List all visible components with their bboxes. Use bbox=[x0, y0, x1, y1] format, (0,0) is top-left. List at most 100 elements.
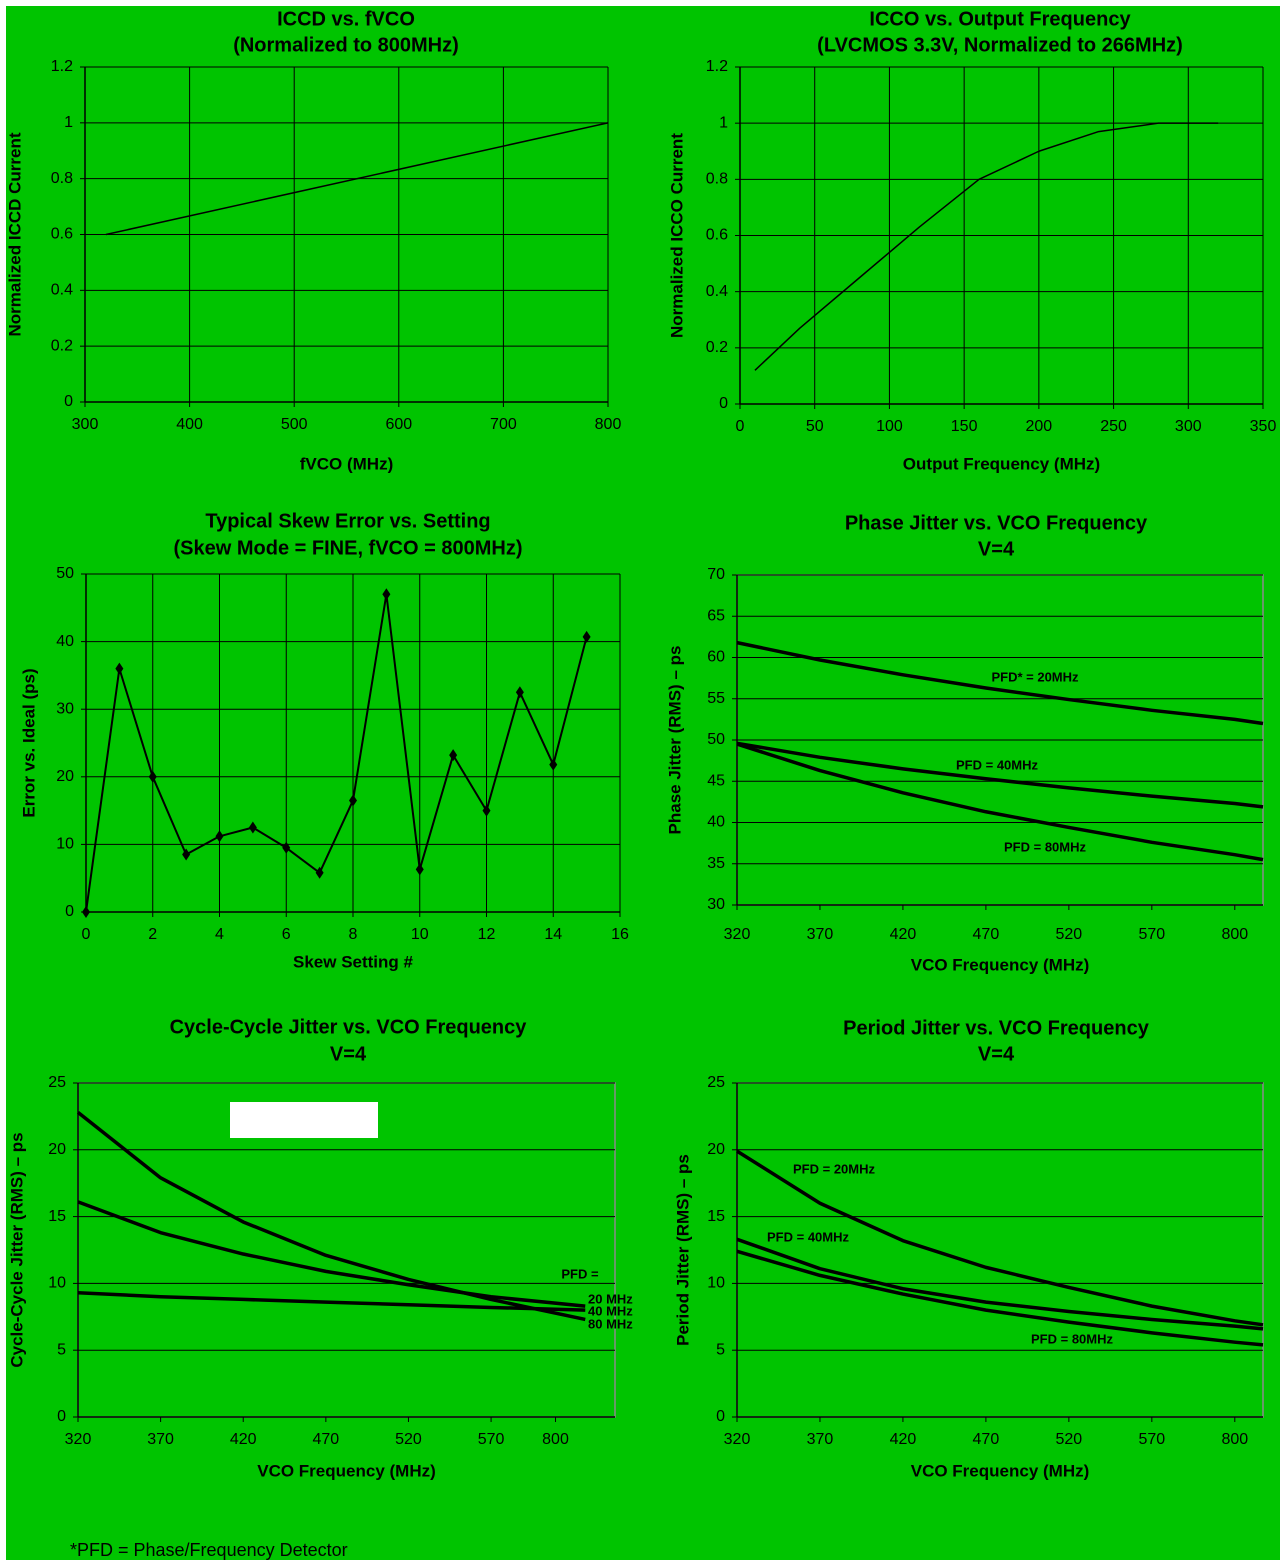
x-tick-label: 320 bbox=[724, 926, 751, 943]
y-tick-label: 15 bbox=[707, 1208, 725, 1225]
x-tick-label: 420 bbox=[890, 926, 917, 943]
marker bbox=[115, 662, 124, 675]
series-line bbox=[77, 1200, 586, 1308]
x-tick-label: 520 bbox=[395, 1431, 422, 1448]
chart-title: (LVCMOS 3.3V, Normalized to 266MHz) bbox=[817, 34, 1183, 56]
x-tick-label: 500 bbox=[281, 416, 308, 433]
y-axis-label: Error vs. Ideal (ps) bbox=[19, 668, 38, 817]
y-tick-label: 45 bbox=[707, 772, 725, 789]
y-tick-label: 55 bbox=[707, 690, 725, 707]
x-tick-label: 150 bbox=[951, 418, 978, 435]
y-tick-label: 70 bbox=[707, 566, 725, 583]
y-tick-label: 20 bbox=[48, 1141, 66, 1158]
x-tick-label: 470 bbox=[312, 1431, 339, 1448]
series-line bbox=[736, 1249, 1264, 1347]
chart-title: Phase Jitter vs. VCO Frequency bbox=[845, 512, 1148, 534]
x-tick-label: 6 bbox=[282, 926, 291, 943]
y-tick-label: 65 bbox=[707, 607, 725, 624]
y-tick-label: 1.2 bbox=[51, 58, 73, 75]
y-tick-label: 0.6 bbox=[51, 226, 73, 243]
series-line bbox=[754, 122, 1219, 371]
marker bbox=[82, 906, 90, 918]
y-tick-label: 1 bbox=[719, 114, 728, 131]
x-tick-label: 520 bbox=[1056, 1431, 1083, 1448]
chart-title: ICCD vs. fVCO bbox=[277, 8, 415, 30]
marker bbox=[515, 686, 524, 699]
y-tick-label: 1.2 bbox=[706, 58, 728, 75]
y-tick-label: 35 bbox=[707, 855, 725, 872]
x-tick-label: 4 bbox=[215, 926, 224, 943]
series-line bbox=[736, 742, 1264, 862]
y-axis-label: Phase Jitter (RMS) – ps bbox=[665, 646, 684, 835]
chart-title: Typical Skew Error vs. Setting bbox=[205, 510, 490, 532]
chart-title: Cycle-Cycle Jitter vs. VCO Frequency bbox=[170, 1016, 528, 1038]
x-tick-label: 420 bbox=[890, 1431, 917, 1448]
y-tick-label: 50 bbox=[56, 565, 74, 582]
series-label: 40 MHz bbox=[588, 1303, 633, 1318]
series-line bbox=[76, 1111, 586, 1322]
marker bbox=[315, 866, 324, 879]
y-tick-label: 30 bbox=[56, 700, 74, 717]
marker bbox=[582, 630, 591, 643]
chart-title: ICCO vs. Output Frequency bbox=[869, 8, 1131, 30]
x-tick-label: 12 bbox=[478, 926, 496, 943]
series-label: PFD = 40MHz bbox=[767, 1229, 849, 1244]
series-label: PFD = 40MHz bbox=[956, 757, 1038, 772]
x-tick-label: 470 bbox=[973, 1431, 1000, 1448]
x-tick-label: 800 bbox=[1221, 1431, 1248, 1448]
x-tick-label: 0 bbox=[82, 926, 91, 943]
y-axis-label: Cycle-Cycle Jitter (RMS) – ps bbox=[7, 1132, 26, 1367]
chart-title: Period Jitter vs. VCO Frequency bbox=[843, 1017, 1150, 1039]
series-line bbox=[85, 593, 588, 913]
y-tick-label: 5 bbox=[57, 1341, 66, 1358]
marker bbox=[182, 848, 191, 861]
chart-title: V=4 bbox=[330, 1043, 367, 1065]
x-tick-label: 370 bbox=[147, 1431, 174, 1448]
marker bbox=[415, 863, 424, 876]
x-tick-label: 350 bbox=[1250, 418, 1277, 435]
x-tick-label: 570 bbox=[1138, 926, 1165, 943]
y-tick-label: 0 bbox=[57, 1408, 66, 1425]
x-tick-label: 50 bbox=[806, 418, 824, 435]
series-line bbox=[736, 741, 1264, 809]
x-tick-label: 300 bbox=[1175, 418, 1202, 435]
x-tick-label: 800 bbox=[542, 1431, 569, 1448]
annotation: PFD = bbox=[561, 1266, 599, 1281]
chart-title: V=4 bbox=[978, 1043, 1015, 1065]
marker bbox=[215, 830, 224, 843]
x-tick-label: 8 bbox=[349, 926, 358, 943]
y-tick-label: 25 bbox=[48, 1074, 66, 1091]
marker bbox=[349, 794, 357, 807]
series-label: PFD* = 20MHz bbox=[991, 669, 1079, 684]
marker bbox=[282, 841, 291, 854]
y-tick-label: 0.2 bbox=[706, 339, 728, 356]
x-tick-label: 700 bbox=[490, 416, 517, 433]
x-axis-label: VCO Frequency (MHz) bbox=[911, 1461, 1090, 1480]
x-tick-label: 100 bbox=[876, 418, 903, 435]
y-tick-label: 30 bbox=[707, 896, 725, 913]
y-tick-label: 10 bbox=[48, 1275, 66, 1292]
x-tick-label: 14 bbox=[544, 926, 562, 943]
x-axis-label: Output Frequency (MHz) bbox=[903, 454, 1100, 473]
x-axis-label: Skew Setting # bbox=[293, 952, 414, 971]
x-tick-label: 800 bbox=[1221, 926, 1248, 943]
y-tick-label: 0.6 bbox=[706, 227, 728, 244]
y-tick-label: 50 bbox=[707, 731, 725, 748]
series-line bbox=[77, 1291, 586, 1312]
marker bbox=[382, 588, 391, 601]
y-tick-label: 0 bbox=[719, 395, 728, 412]
y-tick-label: 0 bbox=[65, 903, 74, 920]
series-label: PFD = 80MHz bbox=[1004, 839, 1086, 854]
y-tick-label: 40 bbox=[707, 814, 725, 831]
y-tick-label: 5 bbox=[716, 1341, 725, 1358]
chart-title: (Skew Mode = FINE, fVCO = 800MHz) bbox=[174, 537, 523, 559]
x-tick-label: 2 bbox=[148, 926, 157, 943]
x-tick-label: 300 bbox=[72, 416, 99, 433]
y-tick-label: 20 bbox=[56, 768, 74, 785]
x-tick-label: 320 bbox=[65, 1431, 92, 1448]
x-tick-label: 200 bbox=[1026, 418, 1053, 435]
y-tick-label: 0.2 bbox=[51, 337, 73, 354]
y-axis-label: Normalized ICCD Current bbox=[5, 132, 24, 336]
y-axis-label: Normalized ICCO Current bbox=[667, 133, 686, 338]
x-tick-label: 400 bbox=[176, 416, 203, 433]
